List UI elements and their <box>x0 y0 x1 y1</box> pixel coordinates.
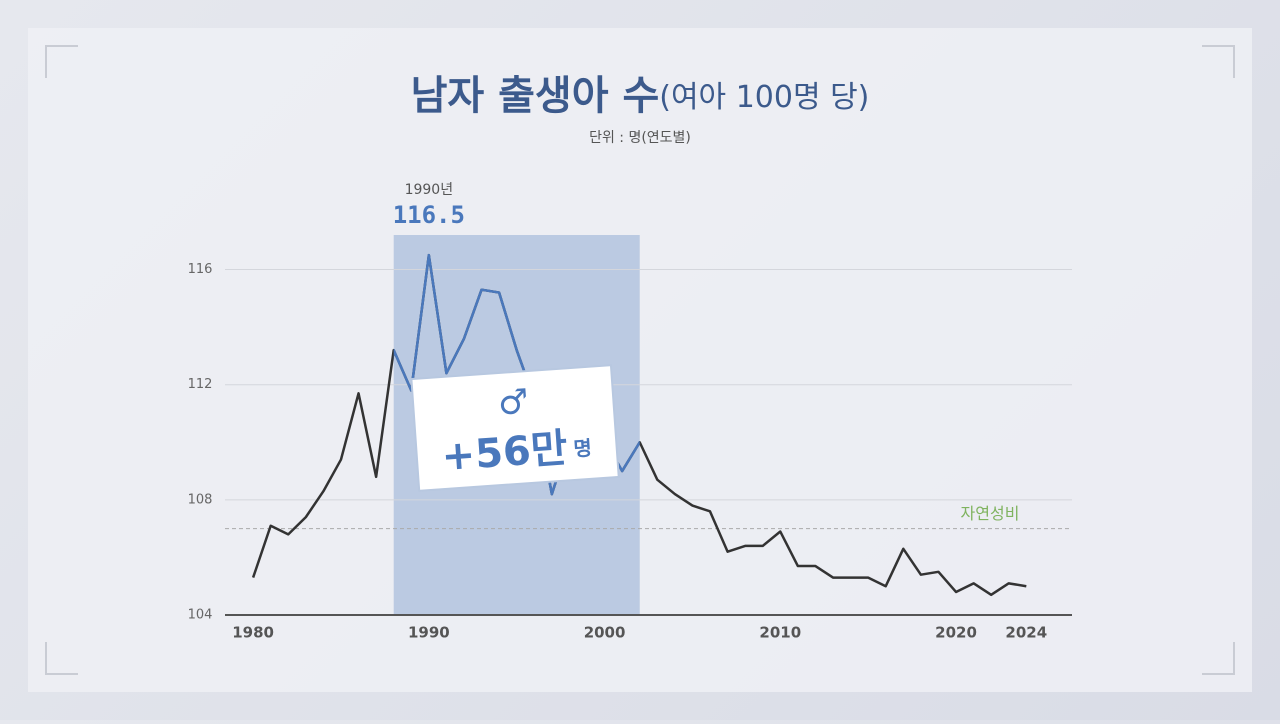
y-tick-label: 104 <box>188 608 213 623</box>
y-tick-label: 112 <box>188 377 213 392</box>
x-tick-label: 2024 <box>1005 624 1047 642</box>
chart-title-suffix: (여아 100명 당) <box>659 80 869 115</box>
callout-text-group: +56만 명 <box>440 424 593 480</box>
callout-bg <box>410 364 620 492</box>
x-tick-label: 1990 <box>408 624 450 642</box>
x-tick-label: 2020 <box>935 624 977 642</box>
x-tick-label: 1980 <box>232 624 274 642</box>
annotation-value: 116.5 <box>393 201 465 229</box>
callout-unit: 명 <box>573 435 593 460</box>
corner-brackets <box>45 45 1235 675</box>
chart-title-group: 남자 출생아 수(여아 100명 당) <box>411 73 870 119</box>
panel <box>28 28 1252 692</box>
y-tick-label: 108 <box>188 492 213 507</box>
chart-title: 남자 출생아 수 <box>411 73 660 119</box>
x-tick-label: 2010 <box>759 624 801 642</box>
callout-card: ♂+56만 명 <box>410 364 620 492</box>
annotation-label: 1990년 <box>405 182 454 198</box>
chart-subtitle: 단위 : 명(연도별) <box>589 130 691 146</box>
y-tick-label: 116 <box>188 262 213 277</box>
data-line <box>251 253 1027 597</box>
callout-symbol: ♂ <box>497 382 530 424</box>
x-tick-label: 2000 <box>584 624 626 642</box>
reference-label: 자연성비 <box>961 504 1020 523</box>
callout-text: +56만 <box>440 425 569 480</box>
